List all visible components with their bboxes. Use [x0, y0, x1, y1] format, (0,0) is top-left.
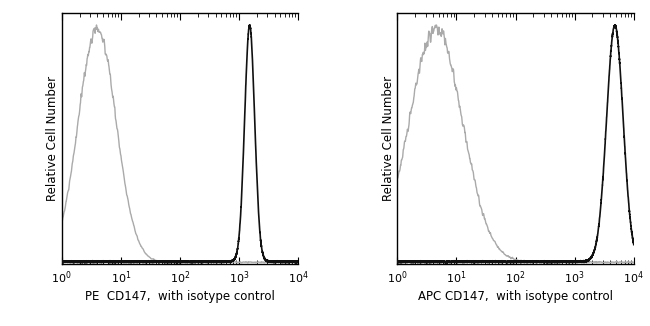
- Y-axis label: Relative Cell Number: Relative Cell Number: [382, 76, 395, 201]
- Y-axis label: Relative Cell Number: Relative Cell Number: [46, 76, 59, 201]
- X-axis label: APC CD147,  with isotype control: APC CD147, with isotype control: [418, 290, 613, 303]
- X-axis label: PE  CD147,  with isotype control: PE CD147, with isotype control: [85, 290, 275, 303]
